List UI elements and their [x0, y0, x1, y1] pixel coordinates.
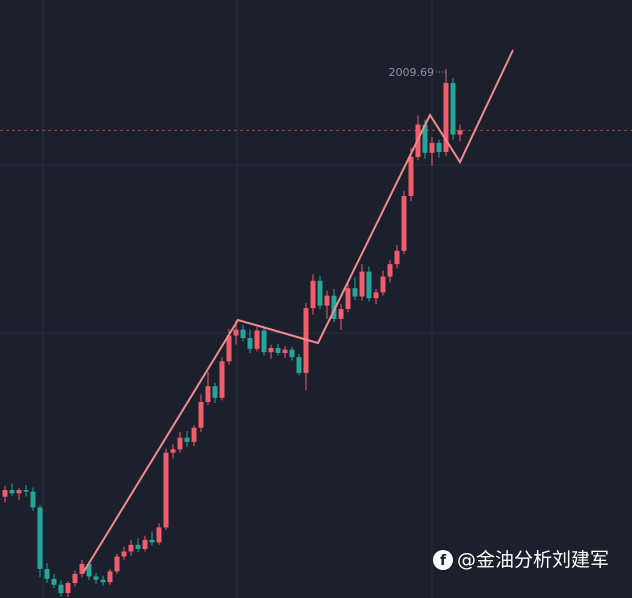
candle-body — [317, 280, 323, 306]
candle-body — [338, 308, 344, 319]
watermark: f @金油分析刘建军 — [433, 549, 609, 571]
candle-body — [289, 349, 295, 358]
candle-body — [429, 142, 435, 153]
candle-body — [121, 551, 127, 557]
candle-body — [401, 196, 407, 251]
candle-body — [436, 142, 442, 152]
candle-body — [345, 288, 351, 309]
candle-body — [275, 348, 281, 353]
candle-body — [268, 348, 274, 353]
candle-body — [373, 292, 379, 299]
candle-body — [408, 156, 414, 197]
candle-body — [352, 288, 358, 297]
candle-body — [170, 449, 176, 453]
candle-body — [443, 83, 449, 152]
candle-body — [331, 295, 337, 319]
candle-body — [233, 329, 239, 336]
candle-body — [93, 576, 99, 580]
candle-body — [9, 490, 15, 494]
candle-body — [79, 563, 85, 574]
candle-body — [296, 357, 302, 373]
candle-body — [114, 556, 120, 572]
candle-body — [2, 490, 8, 497]
watermark-text: @金油分析刘建军 — [457, 549, 609, 571]
candle-body — [261, 330, 267, 353]
candle-body — [282, 349, 288, 353]
candle-body — [205, 386, 211, 402]
candle-body — [219, 361, 225, 398]
candle-body — [247, 338, 253, 349]
candle-body — [100, 579, 106, 583]
candle-body — [23, 490, 29, 492]
candle-body — [226, 335, 232, 362]
trend-zigzag — [82, 49, 514, 574]
candle-body — [37, 507, 43, 569]
candle-body — [310, 280, 316, 309]
candle-body — [163, 452, 169, 528]
watermark-icon — [433, 550, 453, 570]
candle-body — [65, 583, 71, 594]
watermark-icon-glyph: f — [440, 553, 447, 569]
candle-body — [394, 250, 400, 265]
candle-body — [177, 437, 183, 450]
candle-body — [450, 83, 456, 135]
candle-body — [198, 401, 204, 428]
candle-body — [212, 386, 218, 398]
candle-body — [191, 427, 197, 442]
candle-body — [380, 276, 386, 293]
candle-body — [156, 527, 162, 543]
max-label: 2009.69 — [389, 66, 435, 79]
candle-body — [359, 271, 365, 297]
candle-body — [142, 539, 148, 549]
candles: 2009.69 — [0, 66, 632, 598]
candle-body — [366, 271, 372, 299]
candle-body — [30, 491, 36, 508]
candle-body — [72, 573, 78, 584]
candle-body — [58, 584, 64, 594]
candle-body — [184, 437, 190, 442]
candle-body — [324, 295, 330, 306]
candle-body — [135, 544, 141, 549]
candle-body — [44, 568, 50, 579]
candle-body — [457, 130, 463, 135]
candle-body — [254, 330, 260, 349]
candle-body — [16, 490, 22, 494]
candle-body — [107, 571, 113, 583]
candle-body — [86, 563, 92, 577]
candle-body — [240, 329, 246, 339]
candle-body — [51, 578, 57, 585]
candle-body — [422, 124, 428, 153]
candle-body — [387, 264, 393, 277]
candle-body — [149, 539, 155, 543]
candle-body — [128, 544, 134, 552]
